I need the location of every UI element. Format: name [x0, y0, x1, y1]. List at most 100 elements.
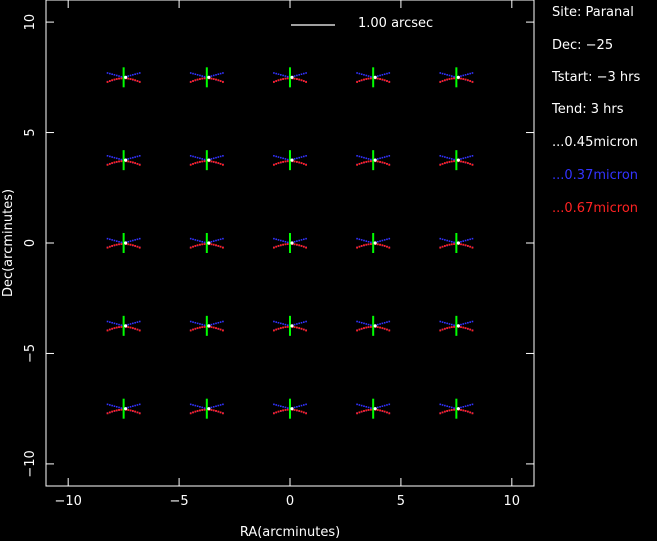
track-point-067 — [462, 78, 465, 80]
track-point-067 — [363, 161, 365, 164]
track-point-037 — [282, 157, 284, 160]
track-point-067 — [369, 77, 372, 80]
track-point-037 — [111, 239, 113, 241]
track-point-037 — [201, 323, 204, 326]
track-point-037 — [358, 238, 361, 241]
track-point-037 — [280, 74, 282, 76]
track-point-067 — [134, 79, 137, 82]
track-point-067 — [217, 79, 220, 82]
track-point-067 — [293, 77, 296, 80]
track-point-067 — [443, 162, 446, 164]
x-axis-label: RA(arcminutes) — [240, 525, 340, 540]
track-point-037 — [448, 74, 451, 77]
track-point-067 — [134, 410, 137, 413]
track-point-037 — [464, 74, 467, 76]
track-point-067 — [199, 160, 201, 163]
x-tick-label: −10 — [54, 494, 81, 509]
track-point-037 — [210, 75, 213, 77]
track-point-067 — [471, 81, 474, 83]
track-point-037 — [222, 403, 224, 406]
track-point-037 — [453, 158, 455, 161]
track-point-037 — [194, 156, 197, 158]
track-point-067 — [469, 328, 472, 331]
track-point-037 — [106, 237, 109, 240]
track-point-067 — [203, 160, 206, 163]
track-point-037 — [293, 406, 296, 409]
track-point-067 — [286, 326, 289, 328]
track-point-037 — [115, 323, 118, 325]
track-point-037 — [113, 322, 116, 325]
track-point-067 — [120, 326, 123, 328]
field-point — [356, 398, 391, 419]
track-point-037 — [138, 403, 141, 406]
track-point-067 — [466, 162, 469, 164]
track-point-037 — [282, 406, 284, 408]
track-point-067 — [471, 246, 474, 249]
track-point-067 — [358, 411, 361, 414]
track-point-067 — [199, 326, 201, 329]
track-point-067 — [453, 160, 455, 163]
track-point-037 — [136, 404, 139, 406]
track-point-067 — [383, 162, 386, 164]
track-point-067 — [131, 327, 134, 329]
field-point — [106, 315, 141, 336]
track-point-037 — [360, 239, 363, 241]
track-point-067 — [136, 162, 139, 165]
track-point-067 — [464, 161, 467, 164]
track-point-067 — [217, 162, 220, 164]
track-point-037 — [138, 320, 141, 323]
track-point-067 — [282, 409, 284, 412]
track-point-037 — [360, 73, 363, 76]
track-point-067 — [448, 326, 451, 329]
track-point-067 — [300, 410, 303, 413]
track-point-037 — [203, 75, 206, 78]
scale-bar: 1.00 arcsec — [291, 16, 433, 31]
track-point-067 — [443, 79, 446, 82]
track-point-037 — [196, 322, 199, 325]
track-point-067 — [189, 81, 192, 83]
track-point-037 — [293, 240, 296, 243]
track-point-037 — [129, 157, 132, 160]
track-point-037 — [363, 405, 365, 408]
track-point-067 — [279, 327, 282, 329]
track-point-067 — [360, 410, 363, 413]
track-point-037 — [194, 404, 197, 407]
track-point-037 — [286, 75, 289, 78]
track-point-067 — [201, 160, 204, 163]
track-point-037 — [358, 155, 361, 158]
track-point-037 — [106, 320, 109, 323]
track-point-067 — [365, 78, 368, 80]
track-point-067 — [192, 411, 194, 414]
track-point-067 — [118, 77, 120, 80]
track-point-037 — [284, 406, 287, 409]
track-point-067 — [446, 244, 449, 247]
track-point-045 — [290, 324, 294, 328]
track-point-037 — [212, 74, 215, 77]
track-point-067 — [305, 329, 307, 332]
track-point-037 — [189, 72, 192, 74]
track-point-067 — [388, 81, 391, 83]
track-point-037 — [439, 320, 442, 323]
track-point-037 — [383, 321, 386, 324]
track-point-037 — [120, 241, 123, 244]
track-point-067 — [106, 163, 109, 166]
track-point-067 — [443, 327, 446, 330]
track-point-045 — [124, 158, 128, 162]
track-point-067 — [222, 246, 224, 249]
track-point-045 — [456, 158, 460, 162]
track-point-067 — [194, 244, 197, 247]
track-point-037 — [453, 324, 455, 327]
track-point-037 — [273, 403, 275, 406]
track-point-045 — [290, 241, 294, 245]
track-point-037 — [212, 240, 215, 242]
track-point-067 — [376, 77, 379, 80]
track-point-067 — [189, 246, 192, 249]
legend-067: ...0.67micron — [552, 201, 638, 216]
track-point-067 — [282, 160, 284, 163]
track-point-067 — [215, 78, 217, 81]
track-point-067 — [367, 326, 370, 329]
track-point-037 — [462, 406, 465, 408]
track-point-037 — [115, 240, 118, 242]
track-point-067 — [469, 80, 472, 82]
track-point-067 — [222, 329, 224, 332]
